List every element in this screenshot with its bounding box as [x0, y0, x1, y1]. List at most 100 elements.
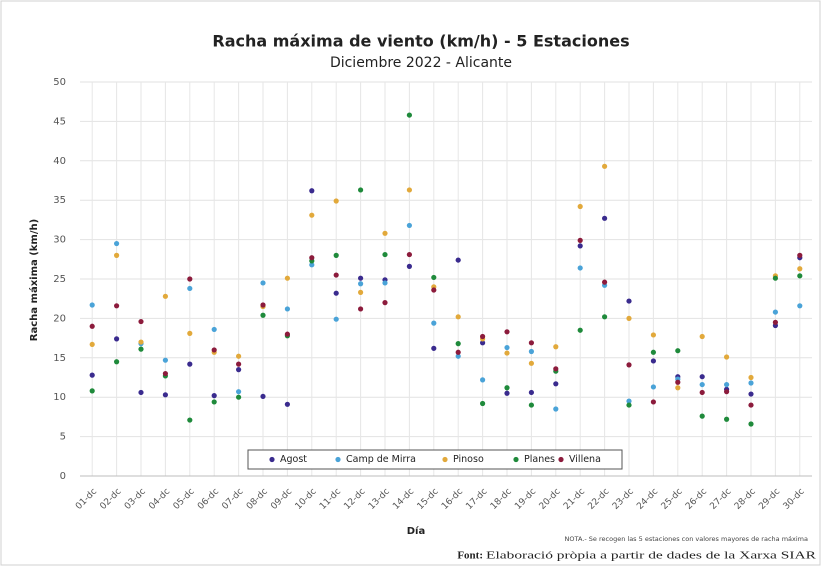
- point: [724, 389, 730, 395]
- point: [309, 255, 315, 261]
- point: [260, 280, 266, 286]
- point: [138, 389, 144, 396]
- point: [187, 285, 193, 292]
- point: [114, 252, 120, 258]
- point: [455, 341, 461, 347]
- point: [333, 316, 339, 322]
- point: [528, 389, 535, 396]
- legend-marker: [513, 456, 519, 463]
- point: [138, 339, 144, 345]
- point: [406, 251, 412, 258]
- point: [504, 329, 510, 335]
- point: [431, 345, 437, 351]
- note: NOTA.- Se recogen las 5 estaciones con v…: [565, 535, 808, 543]
- point: [626, 298, 632, 304]
- point: [382, 280, 388, 286]
- legend-label: Villena: [569, 454, 601, 465]
- point: [626, 398, 632, 404]
- point: [236, 361, 242, 367]
- point: [431, 274, 437, 281]
- point: [187, 330, 193, 336]
- source-label: Font:: [457, 550, 483, 562]
- y-tick-label: 0: [60, 471, 66, 482]
- point: [406, 187, 412, 193]
- chart-subtitle: Diciembre 2022 - Alicante: [330, 55, 512, 71]
- point: [504, 350, 510, 356]
- y-axis-label: Racha máxima (km/h): [28, 219, 40, 341]
- point: [455, 353, 461, 359]
- point: [748, 402, 754, 408]
- y-tick-label: 45: [53, 116, 66, 127]
- point: [699, 413, 705, 419]
- legend-label: Camp de Mirra: [346, 454, 416, 465]
- y-tick-label: 30: [53, 235, 66, 246]
- legend-box: [247, 449, 623, 470]
- point: [553, 406, 559, 412]
- point: [382, 300, 388, 306]
- point: [309, 212, 315, 218]
- legend-marker: [442, 456, 448, 463]
- y-tick-label: 35: [53, 195, 66, 206]
- y-tick-label: 10: [53, 392, 66, 403]
- point: [504, 390, 510, 396]
- point: [162, 357, 168, 363]
- legend-marker: [558, 456, 564, 463]
- point: [650, 332, 657, 338]
- point: [333, 290, 339, 296]
- legend-label: Planes: [524, 454, 555, 465]
- y-tick-label: 15: [53, 353, 66, 364]
- point: [626, 315, 632, 321]
- chart-title: Racha máxima de viento (km/h) - 5 Estaci…: [212, 32, 629, 51]
- point: [699, 381, 705, 388]
- point: [797, 303, 803, 309]
- point: [358, 281, 364, 287]
- point: [577, 265, 583, 271]
- point: [260, 302, 266, 308]
- point: [162, 392, 168, 398]
- point: [748, 374, 754, 381]
- y-tick-label: 50: [53, 77, 66, 88]
- point: [724, 381, 730, 388]
- point: [455, 314, 461, 320]
- point: [724, 416, 730, 422]
- point: [748, 391, 754, 397]
- point: [358, 275, 364, 281]
- point: [480, 377, 486, 383]
- point: [675, 379, 681, 385]
- point: [772, 309, 779, 315]
- point: [480, 340, 486, 346]
- point: [528, 402, 535, 408]
- point: [602, 215, 608, 221]
- point: [602, 314, 608, 320]
- point: [114, 359, 120, 365]
- point: [236, 394, 242, 400]
- point: [528, 340, 535, 346]
- point: [480, 333, 486, 340]
- point: [699, 389, 705, 396]
- point: [577, 237, 583, 243]
- point: [650, 384, 657, 390]
- legend-label: Agost: [280, 454, 307, 465]
- point: [162, 370, 168, 377]
- point: [284, 331, 290, 337]
- point: [650, 399, 657, 405]
- point: [284, 306, 290, 312]
- point: [89, 341, 95, 348]
- point: [406, 112, 412, 118]
- point: [162, 293, 168, 299]
- point: [211, 393, 217, 399]
- point: [114, 303, 120, 309]
- y-tick-label: 5: [60, 432, 66, 443]
- legend-marker: [269, 456, 275, 463]
- point: [772, 275, 779, 281]
- point: [797, 266, 803, 272]
- point: [333, 272, 339, 278]
- point: [211, 399, 217, 405]
- point: [553, 366, 559, 372]
- point: [504, 385, 510, 391]
- point: [480, 400, 486, 407]
- point: [553, 381, 559, 387]
- point: [211, 326, 217, 333]
- point: [187, 417, 193, 423]
- point: [675, 348, 681, 354]
